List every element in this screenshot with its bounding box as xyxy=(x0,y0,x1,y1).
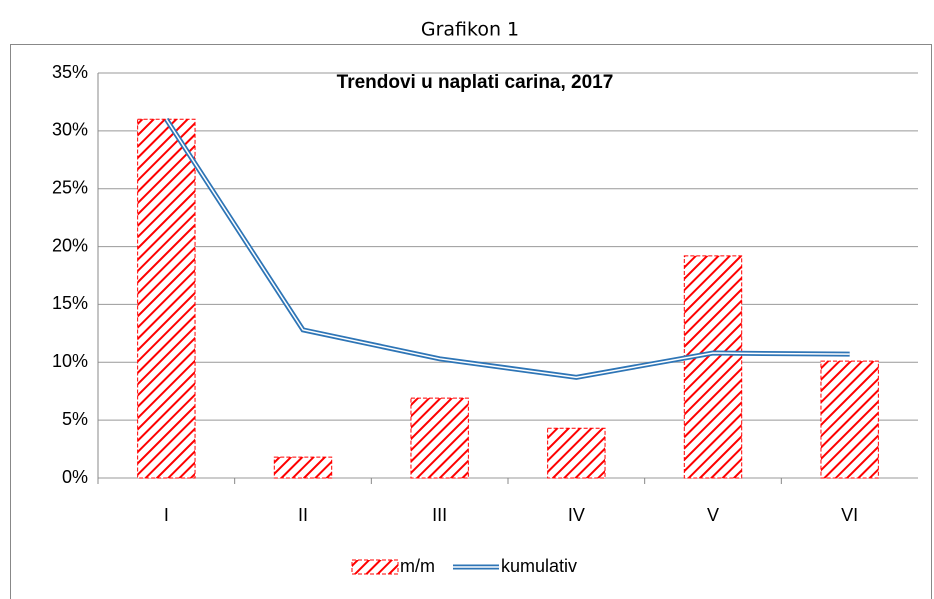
y-tick-label: 25% xyxy=(52,177,88,197)
y-tick-label: 15% xyxy=(52,293,88,313)
y-tick-label: 5% xyxy=(62,409,88,429)
y-tick-label: 30% xyxy=(52,120,88,140)
bar xyxy=(547,427,606,479)
bar xyxy=(683,255,743,479)
line-inner xyxy=(165,118,850,379)
x-tick-label: IV xyxy=(568,505,585,525)
x-tick-label: V xyxy=(707,505,719,525)
legend-swatch xyxy=(351,559,399,575)
bar xyxy=(137,118,196,479)
x-tick-label: I xyxy=(164,505,169,525)
line-outer xyxy=(164,117,850,380)
page-title: Grafikon 1 xyxy=(421,19,519,41)
legend-label: kumulativ xyxy=(501,556,577,576)
bar xyxy=(410,397,469,479)
chart-frame xyxy=(10,44,932,599)
legend-label: m/m xyxy=(400,556,435,576)
x-tick-label: VI xyxy=(841,505,858,525)
y-tick-label: 10% xyxy=(52,351,88,371)
y-tick-label: 20% xyxy=(52,235,88,255)
bar xyxy=(820,360,879,479)
y-tick-label: 35% xyxy=(52,62,88,82)
x-tick-label: II xyxy=(298,505,308,525)
y-tick-label: 0% xyxy=(62,467,88,487)
x-tick-label: III xyxy=(432,505,447,525)
bar xyxy=(273,456,333,479)
chart-title: Trendovi u naplati carina, 2017 xyxy=(337,72,614,93)
